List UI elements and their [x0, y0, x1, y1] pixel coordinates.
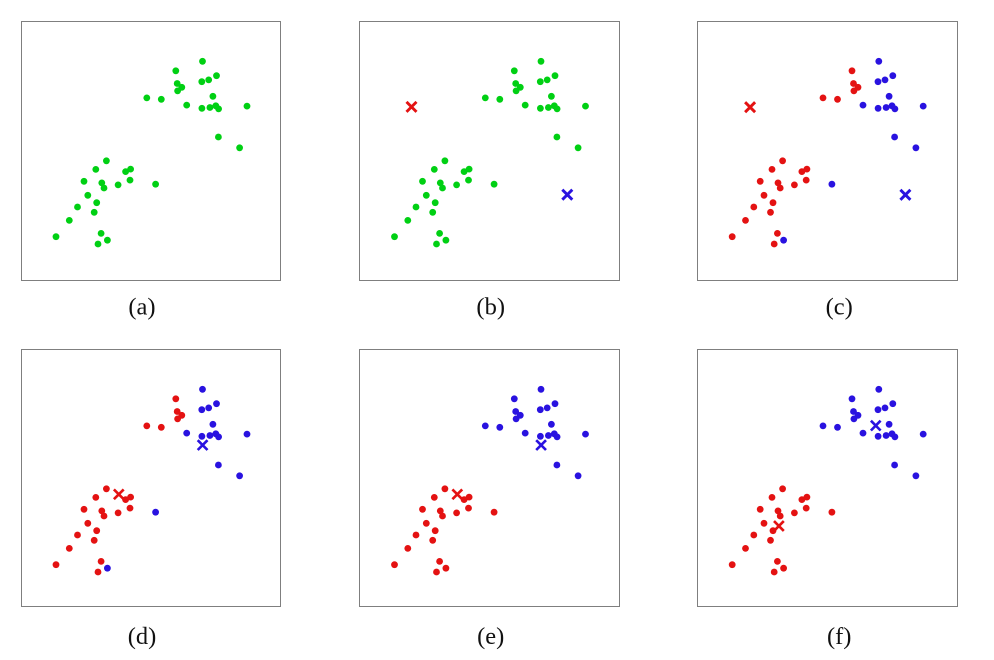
svg-text:(a): (a): [128, 294, 155, 321]
svg-text:(f): (f): [827, 623, 851, 650]
svg-text:(c): (c): [826, 294, 853, 321]
svg-text:(b): (b): [476, 294, 505, 321]
svg-text:(e): (e): [477, 623, 504, 650]
svg-text:(d): (d): [128, 623, 157, 650]
